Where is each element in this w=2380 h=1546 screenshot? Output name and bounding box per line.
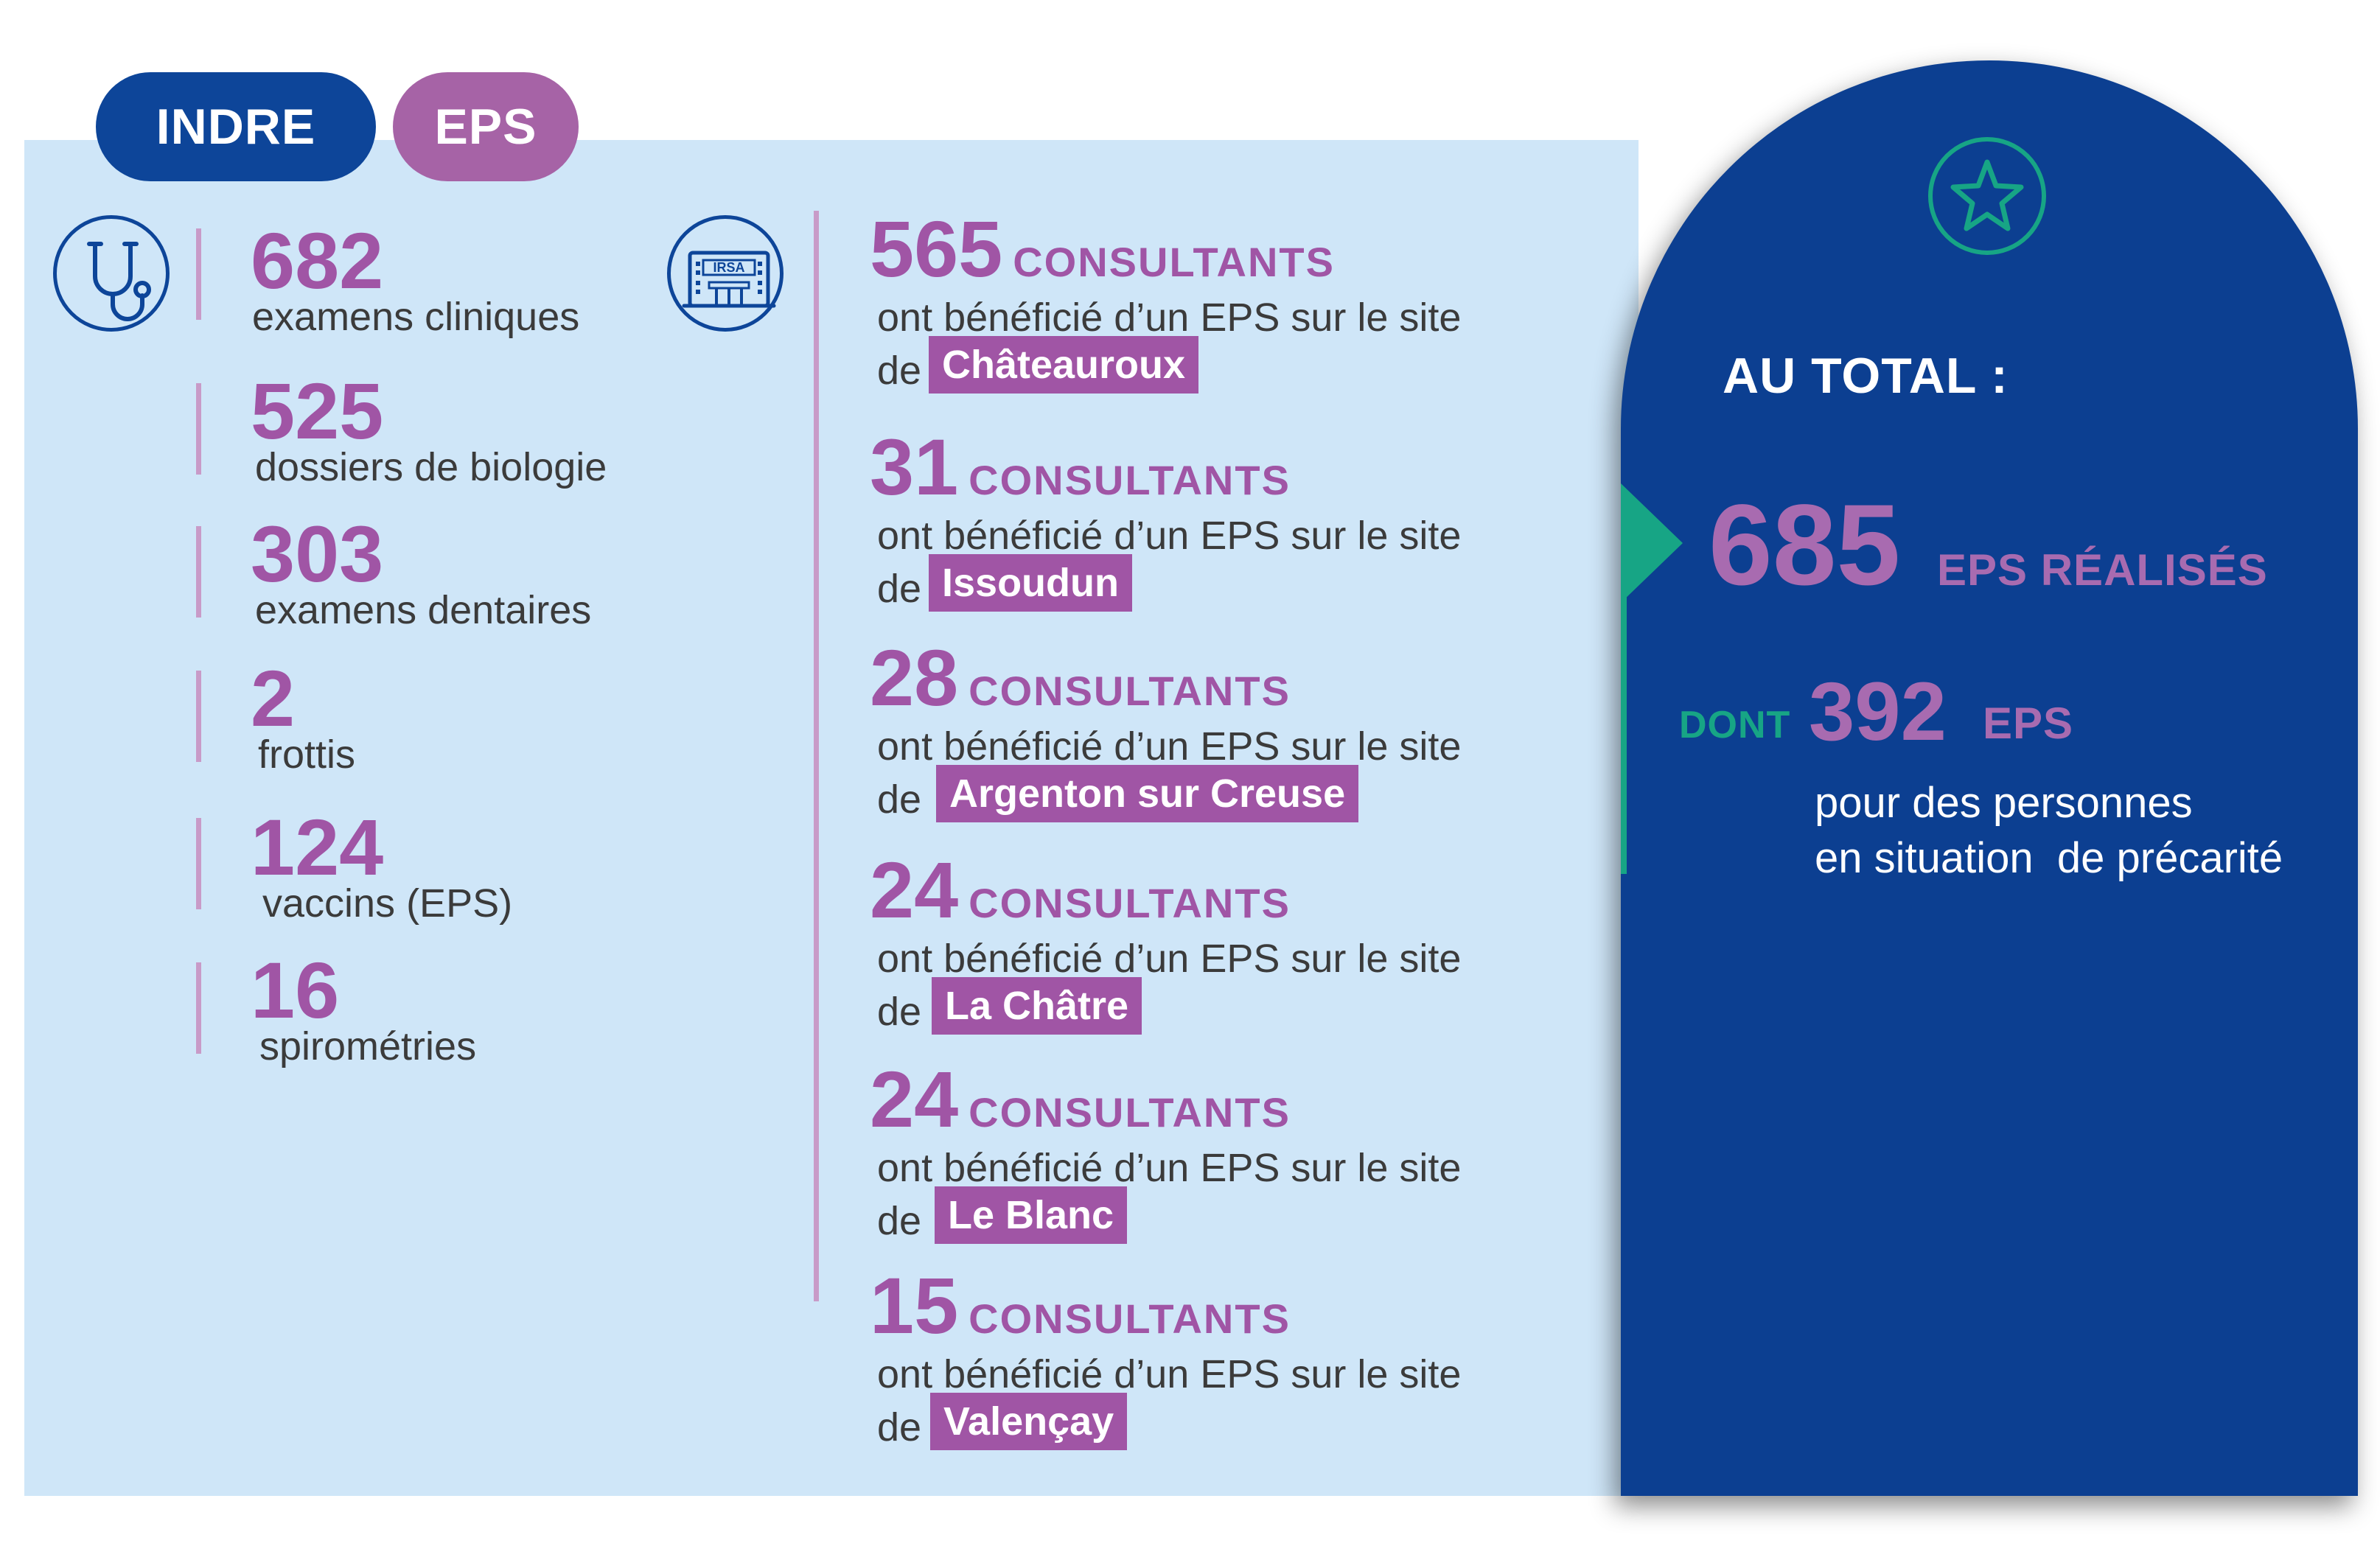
site-unit: CONSULTANTS	[969, 880, 1291, 926]
star-icon	[1928, 137, 2046, 255]
divider-exams	[196, 962, 201, 1054]
stat-label: spirométries	[259, 1024, 477, 1068]
stethoscope-icon	[53, 215, 170, 332]
total-card	[1621, 60, 2358, 1496]
site-count: 28	[870, 633, 959, 722]
site-count: 24	[870, 1054, 959, 1144]
total-unit: EPS RÉALISÉS	[1937, 545, 2268, 595]
site-de: de	[877, 1199, 922, 1243]
stat-label: vaccins (EPS)	[262, 881, 513, 926]
site-unit: CONSULTANTS	[1013, 239, 1335, 285]
total-value: 685	[1709, 481, 1901, 609]
divider-exams	[196, 818, 201, 909]
site-name-badge: Argenton sur Creuse	[936, 765, 1359, 822]
stat-label: examens cliniques	[252, 295, 580, 339]
site-name-badge: Valençay	[930, 1393, 1128, 1450]
divider-exams	[196, 671, 201, 762]
tag-eps: EPS	[393, 72, 579, 181]
total-heading: AU TOTAL :	[1723, 348, 2009, 404]
site-count: 15	[870, 1261, 959, 1350]
site-unit: CONSULTANTS	[969, 668, 1291, 714]
site-count: 31	[870, 422, 959, 511]
stat-value: 682	[251, 216, 384, 305]
site-de: de	[877, 990, 922, 1034]
site-name-badge: Issoudun	[929, 554, 1132, 612]
stat-value: 124	[251, 802, 384, 892]
divider-exams	[196, 228, 201, 320]
irsa-label: IRSA	[713, 260, 744, 275]
building-icon: IRSA	[667, 215, 784, 332]
site-description: ont bénéficié d’un EPS sur le site	[877, 295, 1462, 340]
stat-value: 525	[251, 366, 384, 455]
site-count: 24	[870, 845, 959, 934]
site-unit: CONSULTANTS	[969, 1089, 1291, 1136]
site-description: ont bénéficié d’un EPS sur le site	[877, 1146, 1462, 1190]
stat-value: 16	[251, 945, 340, 1035]
background-panel	[24, 140, 1639, 1496]
site-de: de	[877, 777, 922, 822]
sub-unit: EPS	[1983, 699, 2074, 748]
site-name-badge: Le Blanc	[935, 1186, 1128, 1244]
site-count: 565	[870, 204, 1003, 293]
site-de: de	[877, 1405, 922, 1449]
divider-sites	[814, 211, 819, 1301]
tag-indre: INDRE	[96, 72, 376, 181]
stat-label: dossiers de biologie	[255, 445, 607, 489]
stat-label: examens dentaires	[255, 588, 592, 632]
stat-value: 2	[251, 654, 296, 743]
site-name-badge: La Châtre	[932, 977, 1142, 1035]
site-description: ont bénéficié d’un EPS sur le site	[877, 514, 1462, 558]
divider-exams	[196, 526, 201, 618]
site-name-badge: Châteauroux	[929, 336, 1199, 394]
dont-label: DONT	[1679, 704, 1791, 746]
site-unit: CONSULTANTS	[969, 457, 1291, 503]
site-unit: CONSULTANTS	[969, 1295, 1291, 1342]
divider-exams	[196, 383, 201, 475]
accent-bar	[1621, 511, 1627, 874]
site-description: ont bénéficié d’un EPS sur le site	[877, 1352, 1462, 1396]
precarity-text: pour des personnes en situation de préca…	[1815, 775, 2283, 886]
site-de: de	[877, 349, 922, 393]
site-description: ont bénéficié d’un EPS sur le site	[877, 937, 1462, 981]
sub-value: 392	[1809, 665, 1947, 758]
precarity-line-1: pour des personnes	[1815, 779, 2193, 827]
stat-value: 303	[251, 509, 384, 598]
site-de: de	[877, 567, 922, 611]
site-description: ont bénéficié d’un EPS sur le site	[877, 724, 1462, 769]
accent-arrow	[1621, 483, 1683, 603]
stat-label: frottis	[258, 732, 356, 777]
precarity-line-2: en situation de précarité	[1815, 834, 2283, 883]
